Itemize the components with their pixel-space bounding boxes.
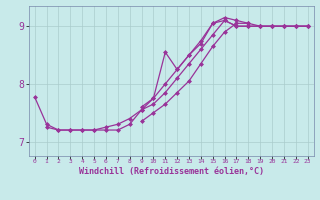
X-axis label: Windchill (Refroidissement éolien,°C): Windchill (Refroidissement éolien,°C)	[79, 167, 264, 176]
